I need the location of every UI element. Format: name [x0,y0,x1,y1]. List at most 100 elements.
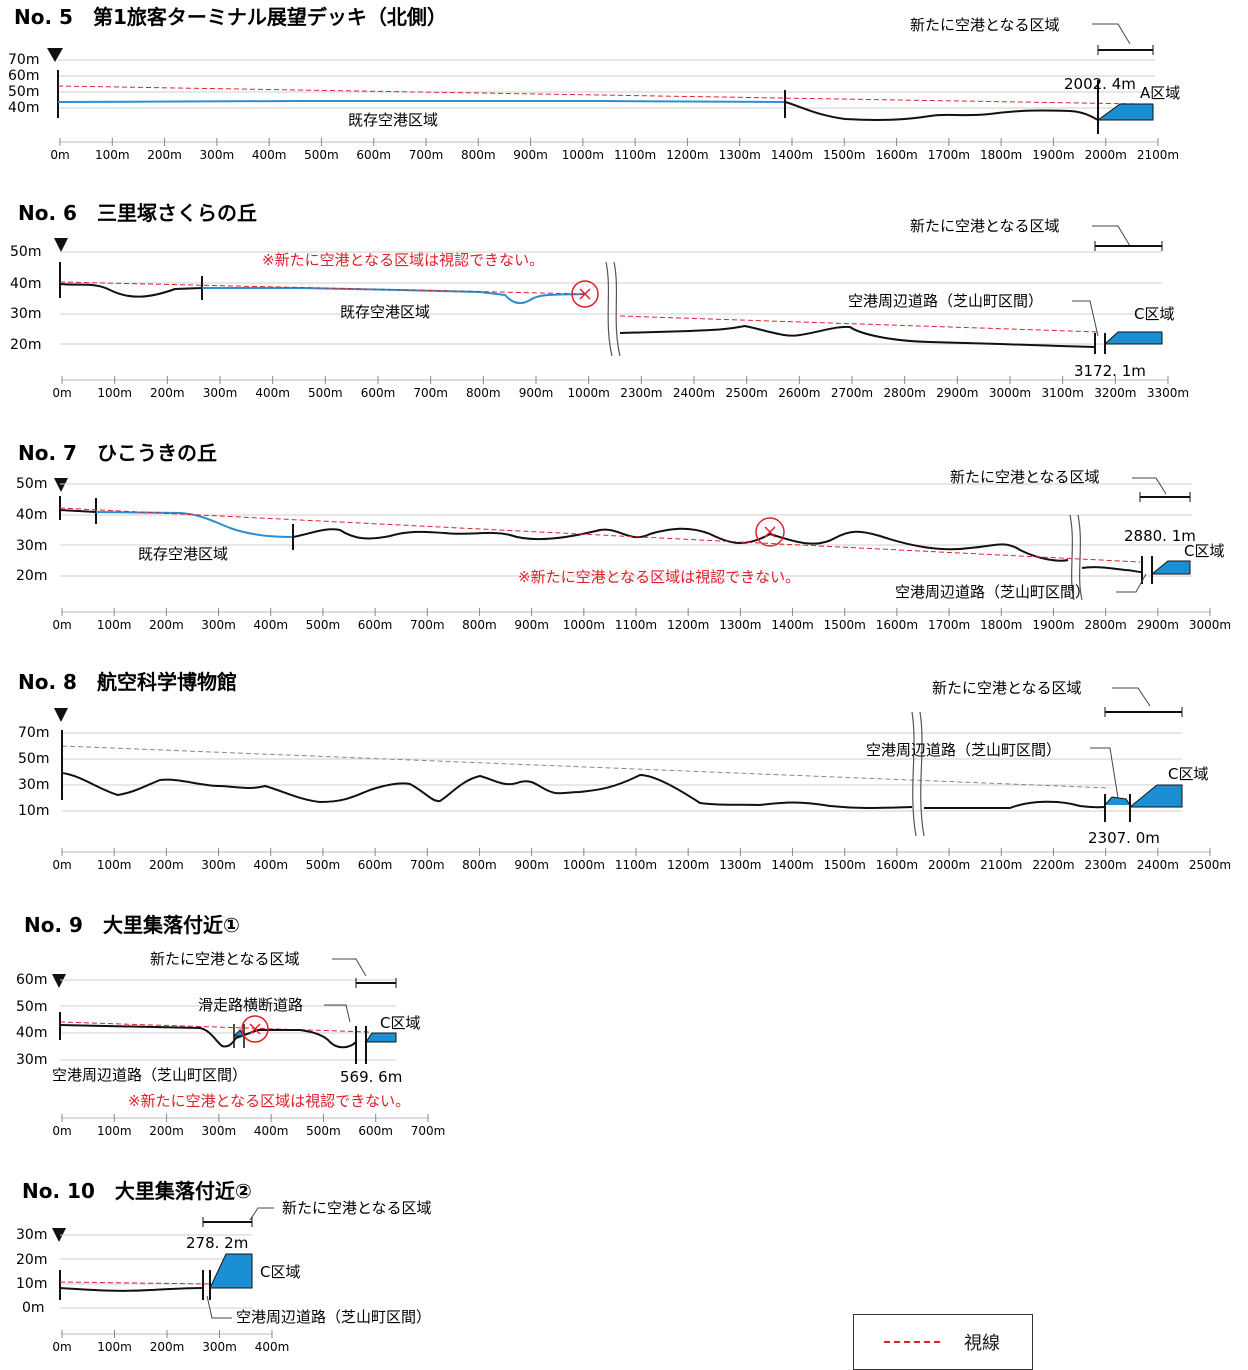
y-label: 50m [18,751,49,767]
x-tick-label: 1600m [876,858,918,872]
existing-area-label: 既存空港区域 [340,303,430,321]
viewpoint-marker-icon [54,708,68,722]
y-label: 50m [16,476,47,492]
x-tick-label: 1500m [824,618,866,632]
sight-line [619,315,1101,333]
new-area-label: 新たに空港となる区域 [282,1199,432,1217]
x-tick-label: 2100m [1137,148,1179,162]
leader-line [249,1207,274,1221]
leader-line [1116,573,1147,593]
leader-line [1090,747,1119,799]
gridlines [60,483,1192,577]
x-tick-label: 800m [461,148,496,162]
not-visible-mark-icon [571,280,599,308]
new-area-label: 新たに空港となる区域 [932,679,1082,697]
terrain-profile [1081,566,1143,573]
zone-label: C区域 [260,1263,300,1281]
terrain-profile [59,283,203,298]
viewpoint-marker-icon [54,238,68,252]
y-label: 40m [16,507,47,523]
distance-label: 2002. 4m [1064,75,1136,93]
x-axis: 0m 100m 200m 300m 400m 500m 600m 700m 800m 900m 10… [52,608,1231,632]
x-tick-label: 300m [202,1340,237,1354]
x-tick-label: 2500m [1189,858,1231,872]
x-tick-label: 1100m [614,148,656,162]
zone-block [1103,331,1163,345]
x-axis: 0m 100m 200m 300m 400m 500m 600m 700m 800m 900m 10… [52,848,1231,872]
warning-text: ※新たに空港となる区域は視認できない。 [128,1092,410,1110]
x-tick-label: 1500m [824,858,866,872]
terrain-profile [784,101,1099,121]
leader-line [1132,477,1167,495]
y-label: 30m [18,777,49,793]
x-tick-label: 1000m [563,858,605,872]
x-tick-label: 1100m [615,858,657,872]
x-tick-label: 900m [519,386,554,400]
x-tick-label: 2000m [1085,148,1127,162]
x-tick-label: 0m [52,618,71,632]
y-label: 0m [22,1300,45,1316]
y-axis-labels: 50m 40m 30m 20m [10,244,41,353]
sight-line [59,1281,215,1285]
terrain-profile [924,800,1106,809]
legend-label: 視線 [964,1333,1000,1354]
x-tick-label: 1300m [719,618,761,632]
x-tick-label: 0m [52,1124,71,1138]
zone-label: C区域 [1134,305,1174,323]
existing-area-label: 既存空港区域 [348,111,438,129]
x-tick-label: 700m [410,618,445,632]
y-label: 30m [10,306,41,322]
x-tick-label: 1200m [667,858,709,872]
y-label: 60m [16,972,47,988]
x-tick-label: 1900m [1032,148,1074,162]
x-tick-label: 1800m [980,148,1022,162]
zone-block [1150,560,1191,575]
y-label: 20m [16,568,47,584]
x-tick-label: 1200m [666,148,708,162]
y-label: 20m [16,1252,47,1268]
x-tick-label: 2000m [928,858,970,872]
x-tick-label: 400m [255,1340,290,1354]
x-tick-label: 1000m [563,618,605,632]
x-tick-label: 2900m [936,386,978,400]
y-label: 30m [16,538,47,554]
x-tick-label: 100m [97,858,132,872]
y-label: 10m [18,803,49,819]
x-tick-label: 1000m [568,386,610,400]
x-tick-label: 2600m [778,386,820,400]
x-tick-label: 2200m [1032,858,1074,872]
x-tick-label: 2300m [620,386,662,400]
y-axis-labels: 60m 50m 40m 30m [16,972,47,1068]
x-tick-label: 400m [254,1124,289,1138]
existing-airport-profile [57,100,786,103]
y-label: 40m [8,100,39,116]
profile-no7: No. 7 ひこうきの丘 50m 40m 30m 20m 既存空港区域 ※新たに… [16,441,1231,632]
x-tick-label: 700m [409,148,444,162]
x-tick-label: 1200m [667,618,709,632]
warning-text: ※新たに空港となる区域は視認できない。 [518,568,800,586]
y-label: 40m [16,1025,47,1041]
x-tick-label: 500m [304,148,339,162]
x-tick-label: 0m [52,1340,71,1354]
x-tick-label: 2500m [726,386,768,400]
x-axis: 0m 100m 200m 300m 400m 500m 600m 700m 800m 900m 10… [52,376,1189,400]
zone-label: C区域 [380,1014,420,1032]
axis-break-icon [605,261,621,357]
x-tick-label: 400m [252,148,287,162]
x-tick-label: 600m [358,1124,393,1138]
y-axis-labels: 30m 20m 10m 0m [16,1227,47,1316]
terrain-profile [61,772,913,809]
existing-airport-profile [95,511,294,538]
zone-label: C区域 [1184,542,1224,560]
x-tick-label: 2400m [673,386,715,400]
profile-no10: No. 10 大里集落付近② 30m 20m 10m 0m 278. 2m C区… [16,1179,432,1354]
y-label: 30m [16,1052,47,1068]
x-axis: 0m 100m 200m 300m 400m 500m 600m 700m 800m 900m 10… [50,138,1179,162]
x-tick-label: 200m [150,386,185,400]
x-axis: 0m 100m 200m 300m 400m [52,1330,289,1354]
terrain-profile [59,509,97,513]
y-label: 40m [10,276,41,292]
x-tick-label: 3300m [1147,386,1189,400]
axis-break-icon [911,711,925,837]
